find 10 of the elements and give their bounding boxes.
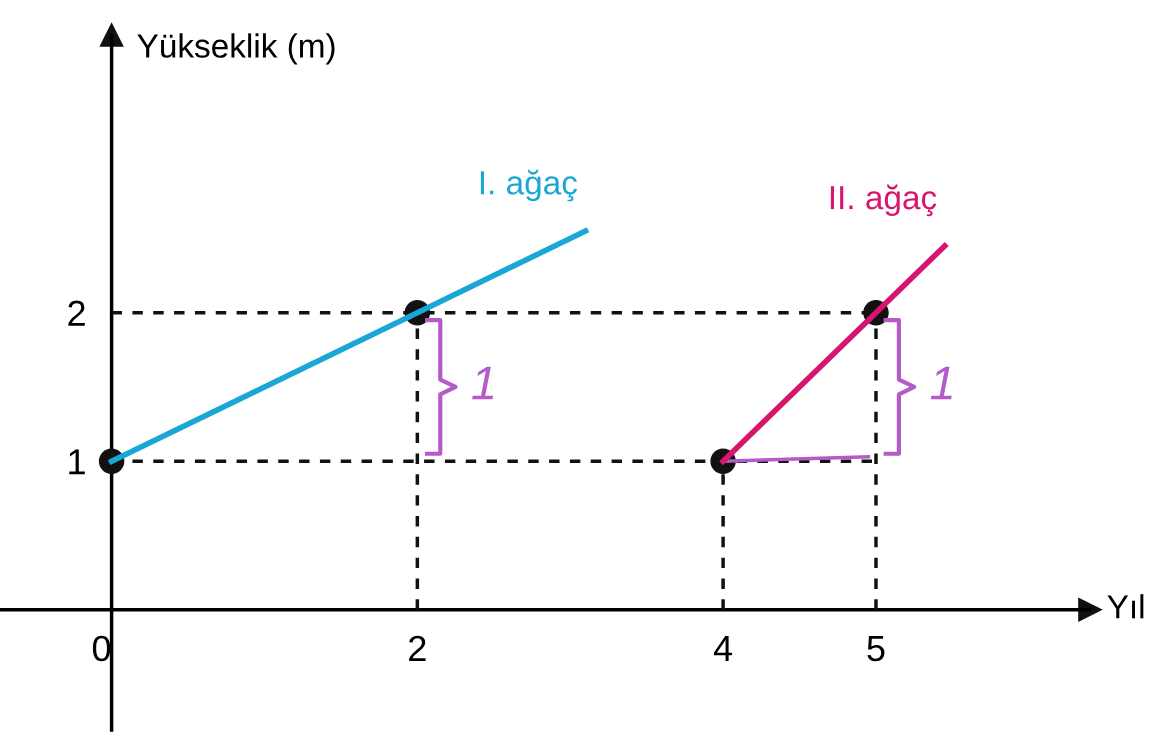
annotation: 1 <box>930 366 952 400</box>
x-tick-label: 4 <box>713 636 733 661</box>
series-label: I. ağaç <box>480 169 577 202</box>
series-label: II. ağaç <box>830 184 937 217</box>
x-tick-label: 5 <box>867 636 885 662</box>
x-axis-title: Yıl <box>1107 594 1144 619</box>
annotation: 1 <box>472 366 494 400</box>
x-tick-label: 0 <box>92 635 111 662</box>
x-tick-label: 2 <box>409 635 426 661</box>
y-axis-title: Yükseklik (m) <box>137 33 335 65</box>
